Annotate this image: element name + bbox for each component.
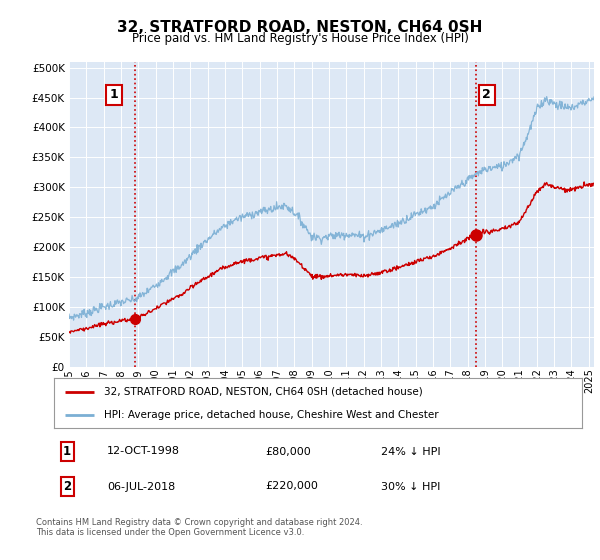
Text: 2: 2 <box>63 480 71 493</box>
Text: Contains HM Land Registry data © Crown copyright and database right 2024.
This d: Contains HM Land Registry data © Crown c… <box>36 518 362 538</box>
Text: 12-OCT-1998: 12-OCT-1998 <box>107 446 180 456</box>
Text: 32, STRATFORD ROAD, NESTON, CH64 0SH (detached house): 32, STRATFORD ROAD, NESTON, CH64 0SH (de… <box>104 386 423 396</box>
Text: 2: 2 <box>482 88 491 101</box>
Text: HPI: Average price, detached house, Cheshire West and Chester: HPI: Average price, detached house, Ches… <box>104 410 439 420</box>
Text: 30% ↓ HPI: 30% ↓ HPI <box>382 482 441 492</box>
Text: 1: 1 <box>110 88 118 101</box>
Text: £220,000: £220,000 <box>265 482 318 492</box>
Text: 1: 1 <box>63 445 71 458</box>
Text: 32, STRATFORD ROAD, NESTON, CH64 0SH: 32, STRATFORD ROAD, NESTON, CH64 0SH <box>118 20 482 35</box>
Text: £80,000: £80,000 <box>265 446 311 456</box>
Text: 24% ↓ HPI: 24% ↓ HPI <box>382 446 441 456</box>
Text: Price paid vs. HM Land Registry's House Price Index (HPI): Price paid vs. HM Land Registry's House … <box>131 32 469 45</box>
Text: 06-JUL-2018: 06-JUL-2018 <box>107 482 175 492</box>
